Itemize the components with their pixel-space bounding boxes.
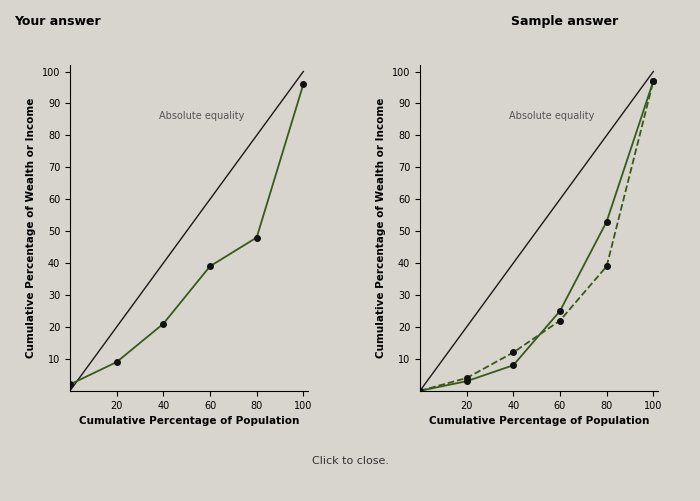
X-axis label: Cumulative Percentage of Population: Cumulative Percentage of Population	[429, 416, 649, 426]
Text: Your answer: Your answer	[14, 15, 101, 28]
Text: Sample answer: Sample answer	[511, 15, 618, 28]
Y-axis label: Cumulative Percentage of Wealth or Income: Cumulative Percentage of Wealth or Incom…	[27, 98, 36, 358]
X-axis label: Cumulative Percentage of Population: Cumulative Percentage of Population	[79, 416, 299, 426]
Y-axis label: Cumulative Percentage of Wealth or Income: Cumulative Percentage of Wealth or Incom…	[377, 98, 386, 358]
Text: Absolute equality: Absolute equality	[159, 111, 244, 121]
Text: Absolute equality: Absolute equality	[509, 111, 594, 121]
Text: Click to close.: Click to close.	[312, 456, 388, 466]
